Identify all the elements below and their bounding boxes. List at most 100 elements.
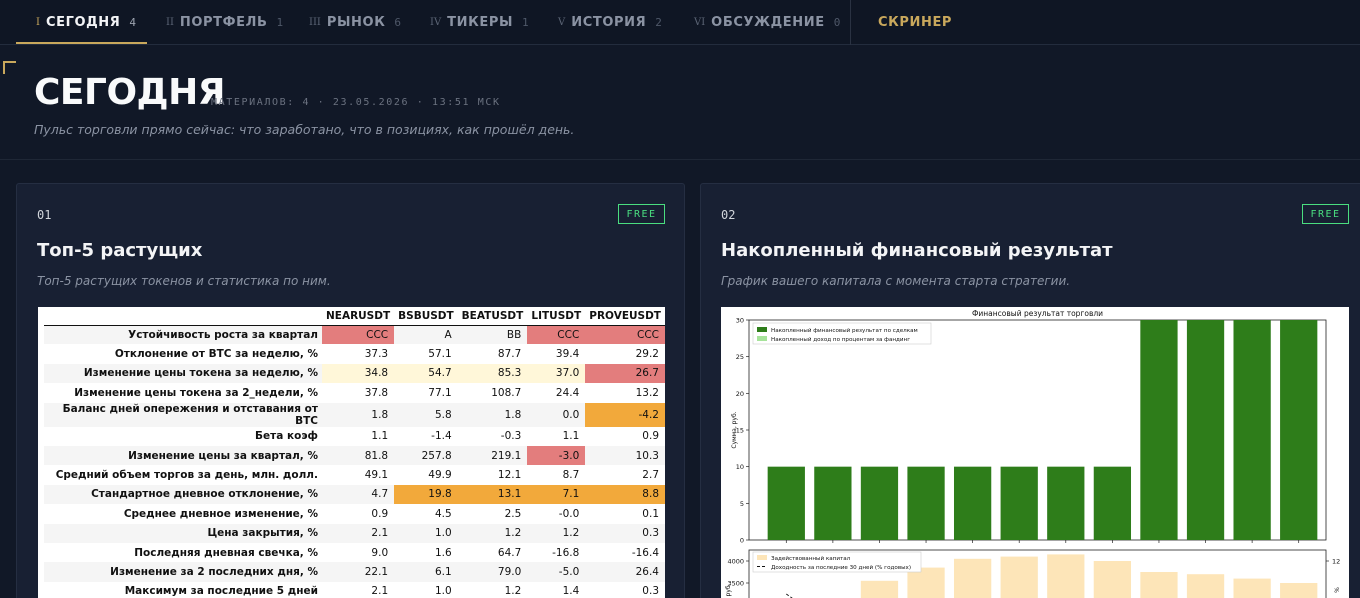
- table-cell: -16.4: [631, 546, 659, 559]
- table-cell: 0.3: [585, 523, 665, 543]
- legend-label: Задействованный капитал: [771, 555, 851, 562]
- free-badge: FREE: [618, 204, 665, 224]
- row-label: Максимум за последние 5 дней: [124, 585, 318, 598]
- table-cell: 8.8: [585, 484, 665, 505]
- financial-result-chart: Финансовый результат торговли 0 5 10 15 20 25 3…: [725, 309, 1341, 598]
- table-cell: 219.1: [457, 445, 528, 466]
- table-corner: [44, 307, 322, 326]
- tab-label: ИСТОРИЯ: [571, 15, 647, 30]
- table-cell: 0.0: [527, 402, 586, 427]
- table-cell: 26.7: [585, 363, 665, 384]
- table-cell: BB: [457, 325, 528, 345]
- active-tab-indicator: [16, 42, 147, 44]
- tab-numeral: II: [166, 17, 174, 28]
- table-cell: 0.3: [642, 585, 659, 598]
- table-row: Бета коэф 1.1 -1.4 -0.3 1.1 0.9: [44, 427, 665, 446]
- y2-axis-label: %: [1334, 587, 1341, 593]
- table-cell: 2.1: [321, 523, 395, 543]
- legend-box-lower: [752, 551, 922, 573]
- table-cell: 1.2: [527, 523, 586, 543]
- table-cell: 24.4: [555, 386, 580, 399]
- free-badge: FREE: [1302, 204, 1349, 224]
- table-cell: -1.4: [431, 430, 452, 443]
- table-cell: 26.4: [585, 562, 665, 582]
- tab-market[interactable]: III РЫНОК 6: [309, 0, 401, 45]
- table-cell: 1.4: [562, 585, 580, 598]
- chart-title: Финансовый результат торговли: [972, 309, 1103, 318]
- table-cell: 39.4: [555, 348, 580, 361]
- legend-label: Накопленный финансовый результат по сдел…: [771, 327, 918, 334]
- bar: [1233, 320, 1271, 540]
- table-row: Цена закрытия, % 2.1 1.0 1.2 1.2 0.3: [44, 523, 665, 543]
- column-header: BEATUSDT: [457, 307, 528, 326]
- tab-discussion[interactable]: VI ОБСУЖДЕНИЕ 0: [694, 0, 840, 45]
- table-cell: -4.2: [585, 402, 665, 427]
- tab-today[interactable]: I СЕГОДНЯ 4: [36, 0, 136, 45]
- card-number: 01: [37, 208, 52, 222]
- column-header: LITUSDT: [527, 307, 586, 326]
- card-title: Накопленный финансовый результат: [721, 240, 1113, 261]
- screener-link[interactable]: СКРИНЕР: [878, 15, 953, 30]
- table-row: Изменение цены за квартал, % 81.8 257.8 219…: [44, 445, 665, 466]
- bar: [1140, 320, 1178, 540]
- row-label: Изменение цены за квартал, %: [44, 445, 322, 466]
- table-cell: 108.7: [491, 386, 522, 399]
- stats-table: NEARUSDT BSBUSDT BEATUSDT LITUSDT PROVEU…: [44, 307, 665, 598]
- table-cell: 1.2: [504, 585, 522, 598]
- y-tick-label: 20: [736, 390, 744, 398]
- stats-table-figure: NEARUSDT BSBUSDT BEATUSDT LITUSDT PROVEU…: [38, 307, 665, 598]
- tab-label: ОБСУЖДЕНИЕ: [711, 15, 825, 30]
- tab-history[interactable]: V ИСТОРИЯ 2: [558, 0, 662, 45]
- table-cell: 1.0: [394, 523, 458, 543]
- tab-portfolio[interactable]: II ПОРТФЕЛЬ 1: [166, 0, 283, 45]
- bar: [814, 466, 852, 540]
- table-cell: 1.1: [371, 430, 389, 443]
- tab-tickers[interactable]: IV ТИКЕРЫ 1: [430, 0, 529, 45]
- table-cell: -0.3: [500, 430, 522, 443]
- row-label: Отклонение от BTC за неделю, %: [114, 348, 318, 361]
- row-label: Устойчивость роста за квартал: [44, 325, 322, 345]
- y-tick-label: 15: [736, 427, 744, 435]
- y-axis-label: руб.: [725, 583, 732, 596]
- bar: [1186, 320, 1225, 540]
- card-number: 02: [721, 208, 736, 222]
- capital-bar: [1047, 554, 1085, 598]
- bar: [1280, 320, 1318, 540]
- table-cell: 29.2: [635, 348, 659, 361]
- tab-label: РЫНОК: [326, 15, 386, 30]
- table-row: Изменение цены токена за неделю, % 34.8 54…: [44, 363, 665, 384]
- column-header: NEARUSDT: [321, 307, 395, 326]
- bar: [953, 466, 992, 540]
- page-title: СЕГОДНЯ: [34, 72, 225, 113]
- table-cell: CCC: [585, 325, 665, 345]
- bar: [1047, 466, 1085, 540]
- table-cell: CCC: [321, 325, 395, 345]
- y-tick-label: 4000: [727, 558, 744, 566]
- capital-bar: [953, 558, 992, 598]
- tab-count: 6: [394, 16, 402, 29]
- table-cell: 13.2: [635, 386, 659, 399]
- table-cell: 19.8: [394, 484, 458, 505]
- tab-count: 4: [129, 16, 137, 29]
- table-row: Последняя дневная свечка, % 9.0 1.6 64.7 -16…: [44, 543, 665, 562]
- page-subtitle: Пульс торговли прямо сейчас: что заработ…: [34, 122, 575, 137]
- row-label: Изменение за 2 последних дня, %: [44, 562, 322, 582]
- capital-bar: [1000, 556, 1038, 598]
- tab-numeral: V: [558, 17, 566, 28]
- row-label: Последняя дневная свечка, %: [134, 546, 318, 559]
- table-cell: 4.7: [321, 484, 395, 505]
- tab-numeral: VI: [694, 17, 706, 28]
- tab-count: 1: [522, 16, 529, 29]
- table-cell: 13.1: [457, 484, 528, 505]
- table-cell: -16.8: [552, 546, 580, 559]
- table-cell: 57.1: [428, 348, 452, 361]
- bar: [1000, 466, 1038, 540]
- table-cell: 9.0: [371, 546, 389, 559]
- table-cell: 257.8: [394, 445, 458, 466]
- card-top5: 01 FREE Топ-5 растущих Топ-5 растущих то…: [16, 183, 685, 598]
- table-cell: 1.8: [321, 402, 395, 427]
- tab-count: 0: [833, 16, 841, 29]
- y-tick-label: 30: [736, 317, 744, 325]
- table-cell: 0.9: [371, 507, 389, 520]
- y-tick-label: 25: [736, 353, 744, 361]
